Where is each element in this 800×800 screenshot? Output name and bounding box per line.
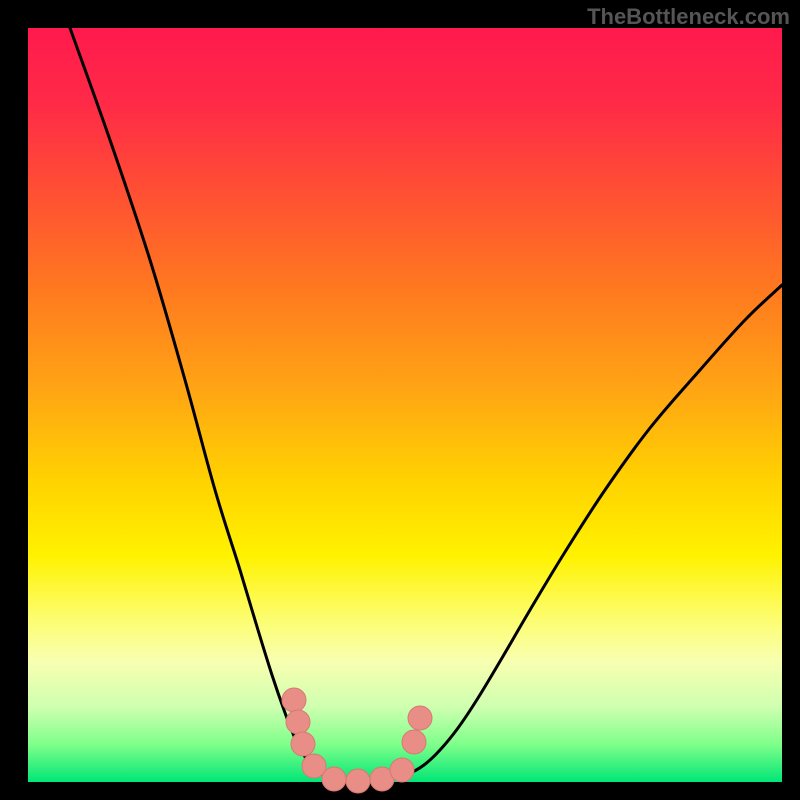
data-marker <box>291 732 315 756</box>
data-marker <box>402 730 426 754</box>
data-marker <box>390 758 414 782</box>
data-marker <box>322 767 346 791</box>
watermark-text: TheBottleneck.com <box>587 4 790 30</box>
data-marker <box>286 710 310 734</box>
bottleneck-chart <box>0 0 800 800</box>
data-marker <box>408 706 432 730</box>
data-marker <box>282 688 306 712</box>
data-marker <box>346 769 370 793</box>
